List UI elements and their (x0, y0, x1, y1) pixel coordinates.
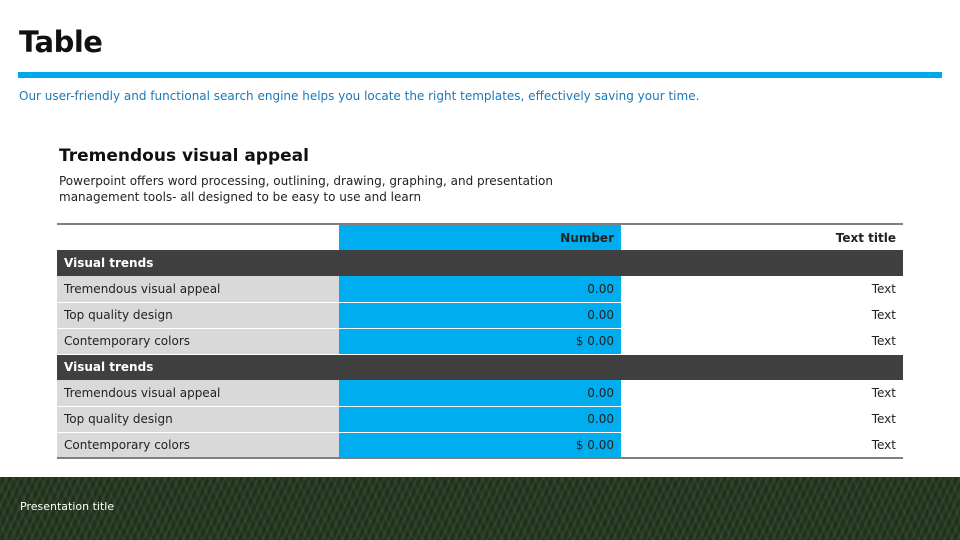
row-text: Text (621, 302, 903, 329)
row-label: Contemporary colors (57, 328, 339, 355)
row-number: 0.00 (339, 276, 621, 303)
row-label: Top quality design (57, 406, 339, 433)
section-heading: Tremendous visual appeal (59, 146, 309, 166)
table-row: Contemporary colors $ 0.00 Text (57, 328, 903, 355)
header-cell-number: Number (339, 224, 621, 250)
row-number: $ 0.00 (339, 328, 621, 355)
table-row: Tremendous visual appeal 0.00 Text (57, 276, 903, 303)
row-text: Text (621, 328, 903, 355)
section-description: Powerpoint offers word processing, outli… (59, 174, 553, 204)
slide-subtitle: Our user-friendly and functional search … (19, 89, 700, 103)
footer-banner: Presentation title (0, 477, 960, 540)
table-row: Tremendous visual appeal 0.00 Text (57, 380, 903, 407)
header-cell-label (57, 224, 339, 250)
slide-title: Table (19, 25, 103, 59)
row-label: Top quality design (57, 302, 339, 329)
table-row: Contemporary colors $ 0.00 Text (57, 432, 903, 459)
title-underline (18, 72, 942, 78)
row-text: Text (621, 432, 903, 459)
row-label: Tremendous visual appeal (57, 276, 339, 303)
row-text: Text (621, 380, 903, 407)
header-cell-text-title: Text title (621, 224, 903, 250)
row-text: Text (621, 406, 903, 433)
group-row: Visual trends (57, 354, 903, 380)
row-text: Text (621, 276, 903, 303)
data-table: Number Text title Visual trends Tremendo… (57, 223, 903, 459)
group-row: Visual trends (57, 250, 903, 276)
table-row: Top quality design 0.00 Text (57, 406, 903, 433)
footer-presentation-title: Presentation title (20, 500, 115, 513)
group-label: Visual trends (57, 354, 903, 380)
table-header-row: Number Text title (57, 224, 903, 250)
row-label: Contemporary colors (57, 432, 339, 459)
row-label: Tremendous visual appeal (57, 380, 339, 407)
row-number: $ 0.00 (339, 432, 621, 459)
group-label: Visual trends (57, 250, 903, 276)
row-number: 0.00 (339, 380, 621, 407)
row-number: 0.00 (339, 406, 621, 433)
table-row: Top quality design 0.00 Text (57, 302, 903, 329)
row-number: 0.00 (339, 302, 621, 329)
